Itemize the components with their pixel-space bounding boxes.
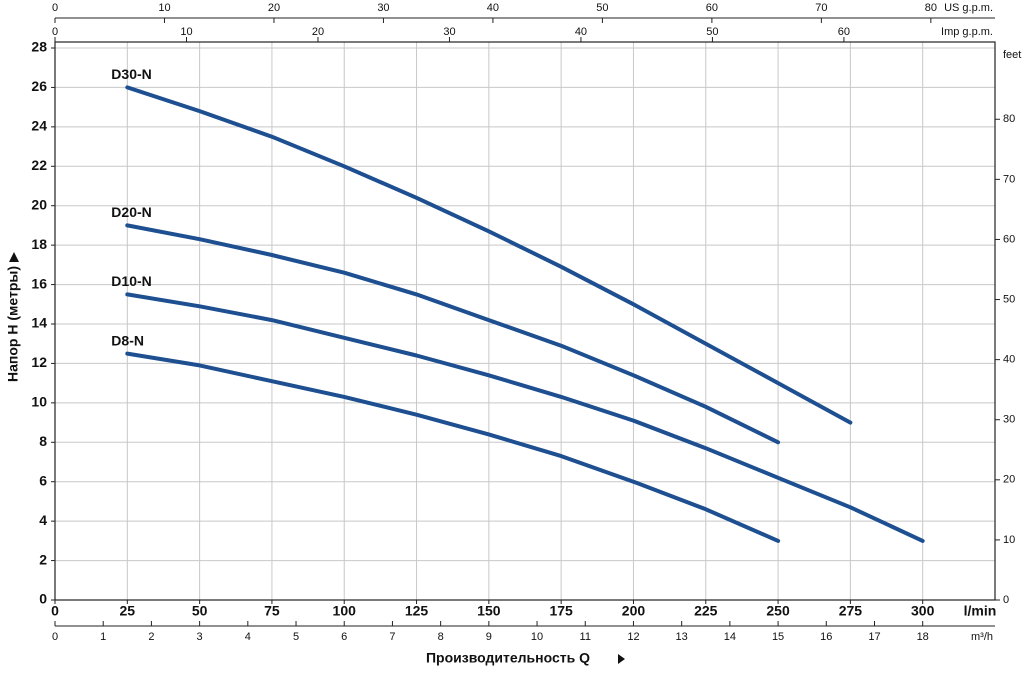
secondary-x-tick-label: 5 — [293, 631, 299, 643]
y2-axis-title: feet — [1003, 49, 1021, 61]
x-tick-label: 225 — [694, 603, 718, 619]
secondary-x-tick-label: 16 — [820, 631, 832, 643]
secondary-x-tick-label: 10 — [531, 631, 543, 643]
y-tick-label: 20 — [31, 196, 47, 212]
secondary-x-tick-label: 50 — [596, 2, 608, 14]
x-tick-label: 150 — [477, 603, 501, 619]
secondary-x-tick-label: 0 — [52, 26, 58, 38]
secondary-x-tick-label: 0 — [52, 2, 58, 14]
secondary-x-tick-label: 10 — [180, 26, 192, 38]
secondary-x-tick-label: 4 — [245, 631, 251, 643]
x-unit: l/min — [964, 603, 997, 619]
curve — [125, 223, 781, 445]
secondary-x-tick-label: 30 — [443, 26, 455, 38]
y-axis-title: Напор H (метры) — [5, 266, 21, 382]
y2-tick-label: 50 — [1003, 293, 1015, 305]
y-tick-label: 2 — [39, 551, 47, 567]
secondary-x-tick-label: 12 — [627, 631, 639, 643]
x-tick-label: 125 — [405, 603, 429, 619]
y-tick-label: 6 — [39, 472, 47, 488]
y2-tick-label: 10 — [1003, 534, 1015, 546]
secondary-axis-unit: m³/h — [971, 631, 993, 643]
secondary-x-tick-label: 0 — [52, 631, 58, 643]
x-title-arrow — [618, 654, 625, 664]
secondary-x-tick-label: 3 — [197, 631, 203, 643]
secondary-axis-unit: US g.p.m. — [944, 2, 993, 14]
y2-tick-label: 80 — [1003, 113, 1015, 125]
secondary-x-tick-label: 20 — [312, 26, 324, 38]
secondary-x-tick-label: 40 — [487, 2, 499, 14]
y2-tick-label: 70 — [1003, 173, 1015, 185]
y2-tick-label: 0 — [1003, 594, 1009, 606]
x-tick-label: 0 — [51, 603, 59, 619]
series-label: D8-N — [111, 332, 144, 348]
secondary-x-tick-label: 8 — [438, 631, 444, 643]
y-tick-label: 0 — [39, 591, 47, 607]
secondary-x-tick-label: 60 — [838, 26, 850, 38]
secondary-axis-unit: Imp g.p.m. — [941, 26, 993, 38]
x-tick-label: 175 — [549, 603, 573, 619]
secondary-x-tick-label: 20 — [268, 2, 280, 14]
y-tick-label: 8 — [39, 433, 47, 449]
x-tick-label: 300 — [911, 603, 935, 619]
secondary-x-tick-label: 17 — [868, 631, 880, 643]
y2-tick-label: 30 — [1003, 414, 1015, 426]
secondary-x-tick-label: 7 — [389, 631, 395, 643]
y-tick-label: 24 — [31, 118, 47, 134]
x-tick-label: 25 — [120, 603, 136, 619]
secondary-x-tick-label: 2 — [148, 631, 154, 643]
secondary-x-tick-label: 14 — [724, 631, 736, 643]
secondary-x-tick-label: 18 — [917, 631, 929, 643]
y-tick-label: 14 — [31, 315, 47, 331]
x-tick-label: 50 — [192, 603, 208, 619]
y2-tick-label: 40 — [1003, 354, 1015, 366]
secondary-x-tick-label: 10 — [158, 2, 170, 14]
y-tick-label: 12 — [31, 354, 47, 370]
y-tick-label: 10 — [31, 394, 47, 410]
secondary-x-tick-label: 15 — [772, 631, 784, 643]
x-tick-label: 75 — [264, 603, 280, 619]
series-label: D30-N — [111, 66, 151, 82]
y-tick-label: 22 — [31, 157, 47, 173]
y-title-arrow — [9, 252, 19, 262]
curve — [125, 85, 853, 425]
curve — [125, 351, 781, 543]
y2-tick-label: 20 — [1003, 474, 1015, 486]
y-tick-label: 16 — [31, 275, 47, 291]
series-label: D10-N — [111, 273, 151, 289]
y2-tick-label: 60 — [1003, 233, 1015, 245]
x-tick-label: 250 — [766, 603, 790, 619]
secondary-x-tick-label: 13 — [676, 631, 688, 643]
x-axis-title: Производительность Q — [426, 650, 590, 666]
secondary-x-tick-label: 6 — [341, 631, 347, 643]
y-tick-label: 18 — [31, 236, 47, 252]
x-tick-label: 275 — [839, 603, 863, 619]
secondary-x-tick-label: 9 — [486, 631, 492, 643]
y-tick-label: 28 — [31, 39, 47, 55]
series-label: D20-N — [111, 204, 151, 220]
secondary-x-tick-label: 70 — [815, 2, 827, 14]
secondary-x-tick-label: 80 — [925, 2, 937, 14]
y-tick-label: 26 — [31, 78, 47, 94]
curve — [125, 292, 925, 543]
secondary-x-tick-label: 11 — [580, 631, 591, 643]
secondary-x-tick-label: 1 — [100, 631, 106, 643]
secondary-x-tick-label: 30 — [377, 2, 389, 14]
secondary-x-tick-label: 50 — [706, 26, 718, 38]
y-tick-label: 4 — [39, 512, 47, 528]
secondary-x-tick-label: 40 — [575, 26, 587, 38]
x-tick-label: 200 — [622, 603, 646, 619]
x-tick-label: 100 — [333, 603, 357, 619]
secondary-x-tick-label: 60 — [706, 2, 718, 14]
